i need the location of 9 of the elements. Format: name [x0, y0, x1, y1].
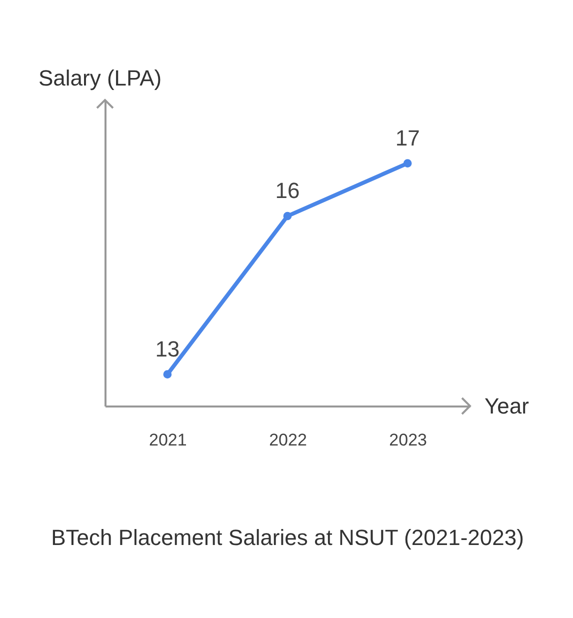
x-tick-label: 2023	[389, 430, 427, 450]
x-tick-label: 2022	[269, 430, 307, 450]
data-label: 16	[275, 178, 300, 204]
x-tick-label: 2021	[149, 430, 187, 450]
text: BTech Placement Salaries at NSUT (2021-2023)	[51, 525, 524, 550]
x-axis-title: Year	[484, 394, 529, 418]
data-label: 13	[155, 336, 180, 362]
data-label: 17	[395, 125, 420, 150]
y-axis-title: Salary (LPA)	[38, 66, 162, 90]
